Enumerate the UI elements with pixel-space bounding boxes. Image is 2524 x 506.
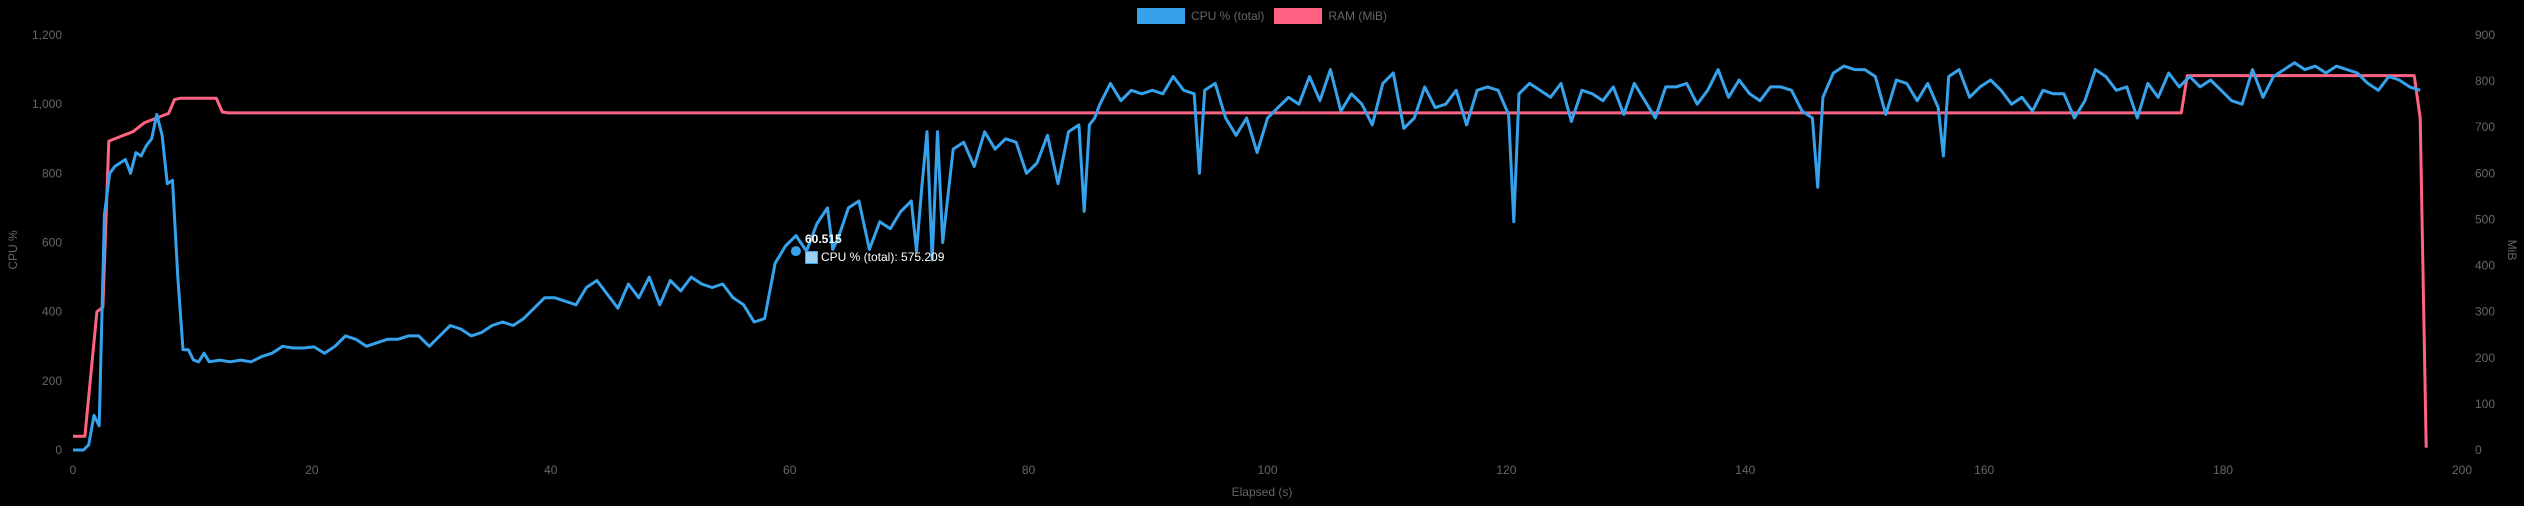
y-right-tick-label: 300 bbox=[2475, 305, 2495, 319]
y-axis-left-ticks: 0 200 400 600 800 1,000 1,200 bbox=[32, 28, 62, 457]
y-right-tick-label: 100 bbox=[2475, 397, 2495, 411]
cpu-line[interactable] bbox=[73, 61, 2421, 452]
tooltip-row: CPU % (total): 575.209 bbox=[805, 248, 944, 266]
x-tick-label: 80 bbox=[1022, 463, 1036, 477]
y-axis-right-title: MiB bbox=[2505, 240, 2519, 261]
y-axis-left-title: CPU % bbox=[6, 230, 20, 270]
tooltip-value: CPU % (total): 575.209 bbox=[821, 250, 945, 264]
y-right-tick-label: 800 bbox=[2475, 74, 2495, 88]
x-tick-label: 20 bbox=[305, 463, 319, 477]
y-left-tick-label: 1,200 bbox=[32, 28, 62, 42]
chart-legend: CPU % (total) RAM (MiB) bbox=[0, 8, 2524, 24]
y-right-tick-label: 600 bbox=[2475, 166, 2495, 180]
x-axis-ticks: 0 20 40 60 80 100 120 140 160 180 200 bbox=[70, 463, 2473, 477]
tooltip-swatch bbox=[805, 250, 818, 264]
y-left-tick-label: 400 bbox=[42, 305, 62, 319]
x-tick-label: 180 bbox=[2213, 463, 2233, 477]
x-tick-label: 60 bbox=[783, 463, 797, 477]
ram-line[interactable] bbox=[73, 74, 2428, 448]
legend-swatch-cpu bbox=[1136, 8, 1185, 24]
y-left-tick-label: 200 bbox=[42, 374, 62, 388]
x-tick-label: 100 bbox=[1257, 463, 1277, 477]
hover-point-marker[interactable] bbox=[790, 246, 801, 257]
legend-swatch-ram bbox=[1274, 8, 1323, 24]
y-right-tick-label: 700 bbox=[2475, 120, 2495, 134]
y-right-tick-label: 0 bbox=[2475, 443, 2482, 457]
legend-item-ram[interactable]: RAM (MiB) bbox=[1274, 8, 1387, 24]
y-left-tick-label: 0 bbox=[55, 443, 62, 457]
y-right-tick-label: 200 bbox=[2475, 351, 2495, 365]
x-tick-label: 0 bbox=[70, 463, 77, 477]
y-right-tick-label: 900 bbox=[2475, 28, 2495, 42]
x-axis-title: Elapsed (s) bbox=[1232, 485, 1293, 499]
y-left-tick-label: 800 bbox=[42, 166, 62, 180]
y-axis-right-ticks: 0 100 200 300 400 500 600 700 800 900 bbox=[2475, 28, 2495, 457]
x-tick-label: 120 bbox=[1496, 463, 1516, 477]
y-left-tick-label: 1,000 bbox=[32, 97, 62, 111]
x-tick-label: 140 bbox=[1735, 463, 1755, 477]
tooltip-title: 60.515 bbox=[805, 232, 842, 246]
x-tick-label: 200 bbox=[2452, 463, 2472, 477]
y-left-tick-label: 600 bbox=[42, 236, 62, 250]
x-tick-label: 160 bbox=[1974, 463, 1994, 477]
legend-label-ram: RAM (MiB) bbox=[1328, 9, 1388, 23]
y-right-tick-label: 400 bbox=[2475, 259, 2495, 273]
chart-tooltip: 60.515 CPU % (total): 575.209 bbox=[805, 230, 944, 266]
y-right-tick-label: 500 bbox=[2475, 212, 2495, 226]
x-tick-label: 40 bbox=[544, 463, 558, 477]
legend-label-cpu: CPU % (total) bbox=[1190, 9, 1265, 23]
legend-item-cpu[interactable]: CPU % (total) bbox=[1136, 8, 1265, 24]
